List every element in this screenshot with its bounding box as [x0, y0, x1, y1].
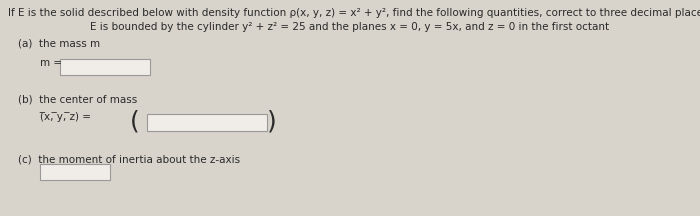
Text: (b)  the center of mass: (b) the center of mass — [18, 94, 137, 104]
Text: (a)  the mass m: (a) the mass m — [18, 39, 100, 49]
Text: m =: m = — [40, 58, 62, 68]
Text: (c)  the moment of inertia about the z-axis: (c) the moment of inertia about the z-ax… — [18, 154, 240, 164]
Text: (̅x, ̅y, ̅z) =: (̅x, ̅y, ̅z) = — [40, 112, 91, 122]
FancyBboxPatch shape — [40, 164, 110, 180]
Text: If E is the solid described below with density function ρ(x, y, z) = x² + y², fi: If E is the solid described below with d… — [8, 8, 700, 18]
Text: E is bounded by the cylinder y² + z² = 25 and the planes x = 0, y = 5x, and z = : E is bounded by the cylinder y² + z² = 2… — [90, 22, 610, 32]
FancyBboxPatch shape — [60, 59, 150, 75]
FancyBboxPatch shape — [147, 114, 267, 131]
Text: (: ( — [130, 110, 140, 134]
Text: ): ) — [267, 110, 276, 134]
